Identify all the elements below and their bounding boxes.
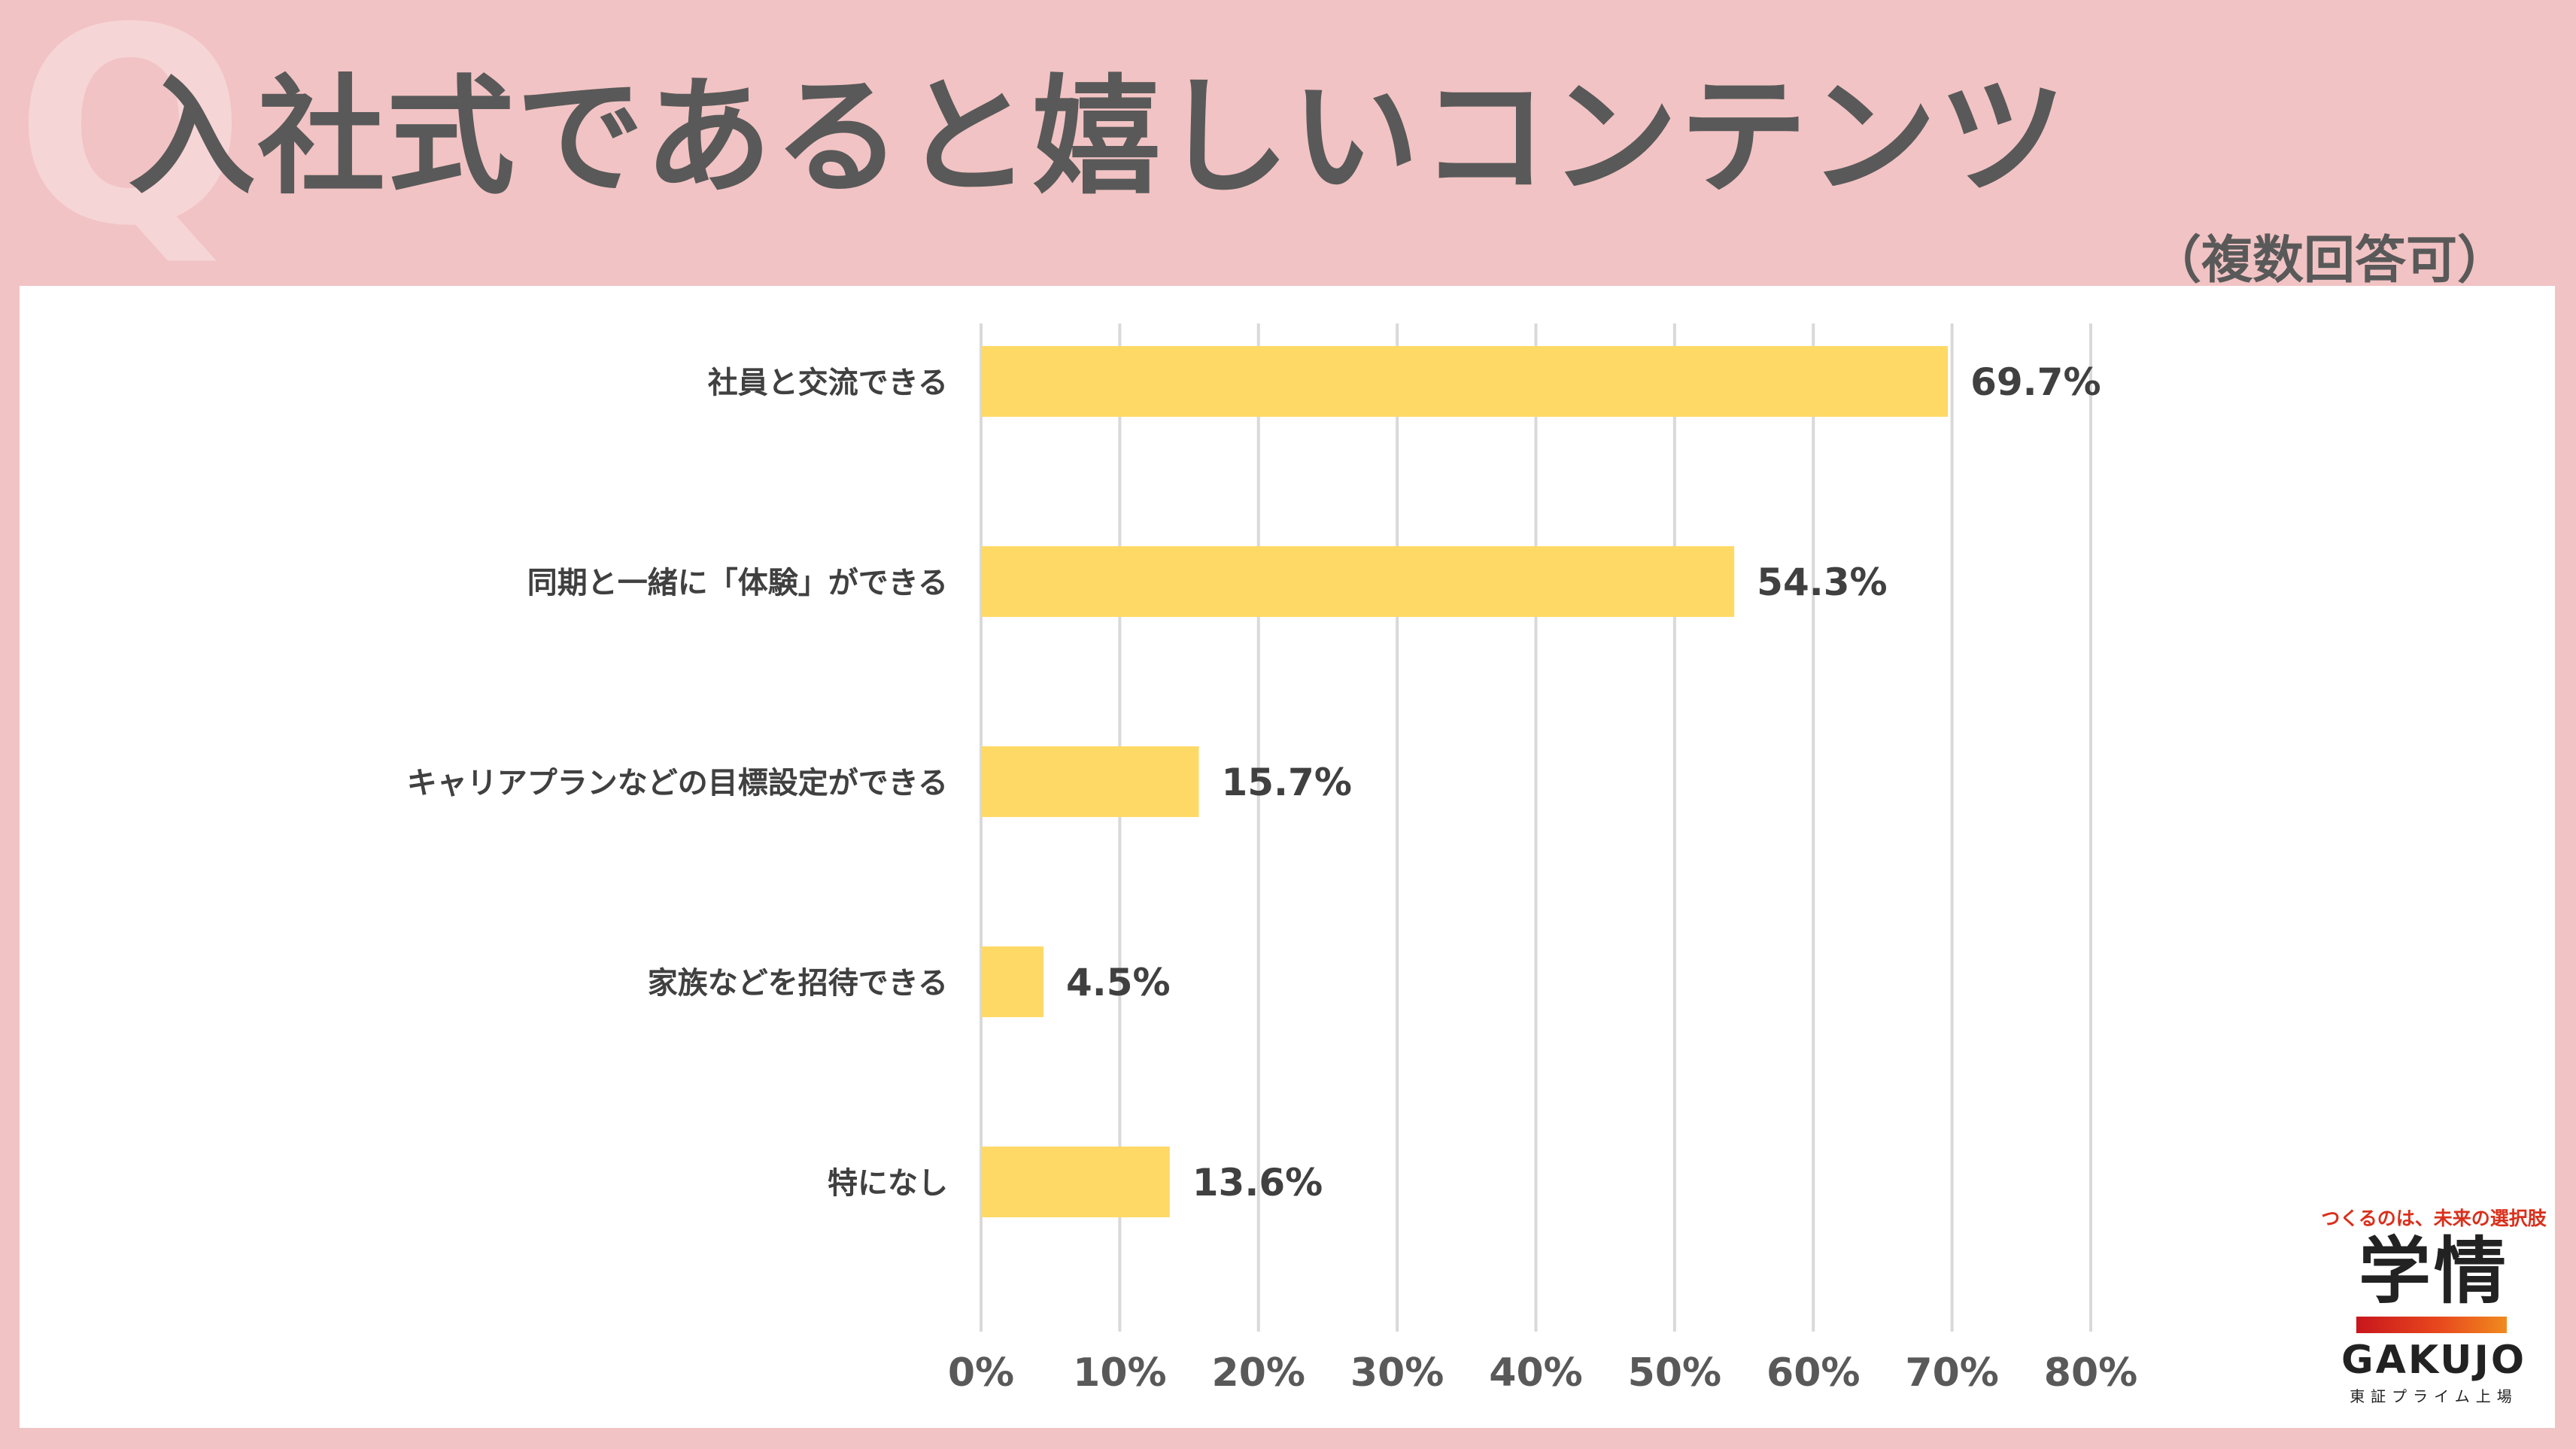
logo-gradient-bar: [2356, 1317, 2507, 1333]
x-tick-label: 30%: [1350, 1350, 1444, 1396]
logo-listing: 東証プライム上場: [2350, 1387, 2518, 1405]
category-label: 特になし: [828, 1166, 948, 1201]
bar: [981, 746, 1199, 817]
gakujo-logo: つくるのは、未来の選択肢 学情 GAKUJO 東証プライム上場: [2317, 1204, 2550, 1407]
data-label: 69.7%: [1970, 360, 2101, 404]
chart-panel: 0% 10% 20% 30% 40% 50% 60% 70% 80% 社員と交流できる 69.7% 同…: [20, 286, 2555, 1428]
x-tick-label: 80%: [2044, 1350, 2137, 1396]
category-label: 社員と交流できる: [708, 366, 948, 400]
x-tick-label: 50%: [1628, 1350, 1721, 1396]
page-title: 入社式であると嬉しいコンテンツ: [128, 63, 2068, 212]
bar: [981, 1147, 1170, 1217]
x-tick-label: 40%: [1489, 1350, 1582, 1396]
logo-kanji: 学情: [2359, 1229, 2509, 1314]
category-label: キャリアプランなどの目標設定ができる: [407, 766, 948, 800]
data-label: 54.3%: [1757, 560, 1887, 604]
x-tick-label: 60%: [1766, 1350, 1860, 1396]
bar: [981, 346, 1949, 417]
data-label: 15.7%: [1221, 761, 1351, 804]
logo-tagline: つくるのは、未来の選択肢: [2321, 1208, 2547, 1229]
data-label: 13.6%: [1192, 1161, 1323, 1204]
x-tick-label: 20%: [1212, 1350, 1305, 1396]
category-label: 家族などを招待できる: [648, 966, 948, 1001]
x-tick-label: 10%: [1073, 1350, 1166, 1396]
logo-name: GAKUJO: [2341, 1338, 2527, 1383]
q-watermark: Q: [15, 0, 246, 285]
x-tick-label: 0%: [948, 1350, 1014, 1396]
data-label: 4.5%: [1066, 961, 1171, 1004]
category-label: 同期と一緒に「体験」ができる: [527, 566, 948, 600]
bar: [981, 946, 1043, 1017]
page-subtitle: （複数回答可）: [2149, 231, 2508, 290]
bar: [981, 546, 1735, 617]
x-tick-label: 70%: [1905, 1350, 1998, 1396]
bar-chart: 0% 10% 20% 30% 40% 50% 60% 70% 80% 社員と交流できる 69.7% 同…: [407, 324, 2137, 1396]
